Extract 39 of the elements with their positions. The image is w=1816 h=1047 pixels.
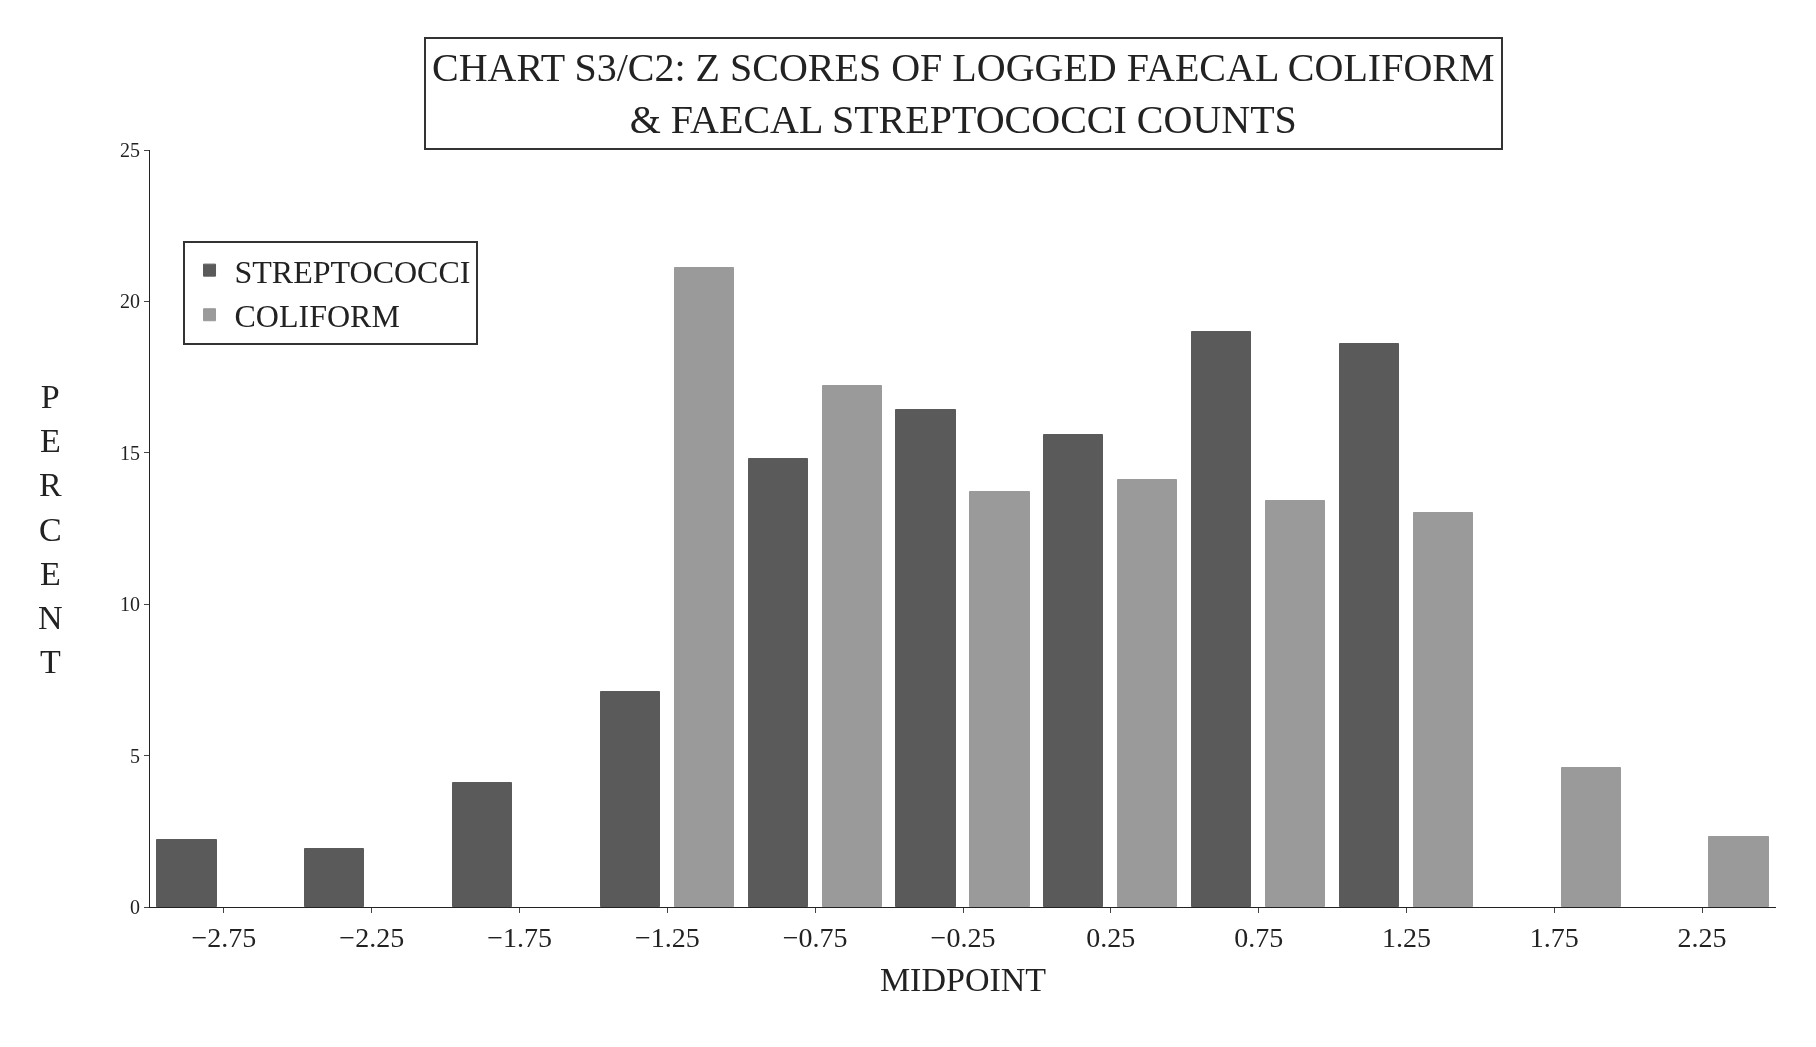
bar (156, 839, 217, 907)
bar (304, 848, 364, 907)
bar (674, 267, 734, 907)
x-tick-label: 0.75 (1234, 921, 1284, 953)
bar (822, 385, 882, 907)
y-tick-label: 25 (120, 139, 140, 161)
bar (969, 491, 1030, 907)
bar (1043, 434, 1103, 907)
x-tick-label: −2.25 (339, 921, 405, 953)
bar (895, 409, 956, 907)
legend-label: STREPTOCOCCI (234, 253, 471, 290)
bar (748, 458, 808, 907)
x-tick-label: 1.75 (1529, 921, 1579, 953)
x-tick-label: 1.25 (1381, 921, 1431, 953)
x-tick-label: −0.75 (782, 921, 848, 953)
bar (1708, 836, 1769, 907)
legend-label: COLIFORM (234, 298, 400, 335)
bar (1265, 500, 1325, 907)
bar (1413, 512, 1473, 907)
bar (1561, 767, 1621, 907)
x-tick-label: −2.75 (191, 921, 257, 953)
y-tick-label: 20 (120, 290, 140, 313)
bar (1117, 479, 1177, 907)
y-tick-label: 10 (120, 593, 140, 616)
x-axis-title: MIDPOINT (879, 960, 1047, 998)
x-tick-label: 0.25 (1086, 921, 1136, 953)
y-tick-label: 5 (130, 744, 140, 767)
bar (1191, 331, 1251, 907)
y-tick-label: 15 (120, 441, 140, 464)
x-tick-label: 2.25 (1677, 921, 1727, 953)
x-tick-label: −1.25 (634, 921, 700, 953)
bar (600, 691, 660, 907)
y-axis-title: PERCENT (38, 378, 63, 681)
bar (452, 782, 512, 907)
y-tick-label: 0 (130, 896, 140, 918)
x-tick-label: −0.25 (930, 921, 996, 953)
x-tick-label: −1.75 (487, 921, 552, 953)
chart-title: CHART S3/C2: Z SCORES OF LOGGED FAECAL COLIFORM & FAECAL STREPTOCOCCI COUNTS (432, 45, 1495, 142)
bar (1339, 343, 1399, 907)
